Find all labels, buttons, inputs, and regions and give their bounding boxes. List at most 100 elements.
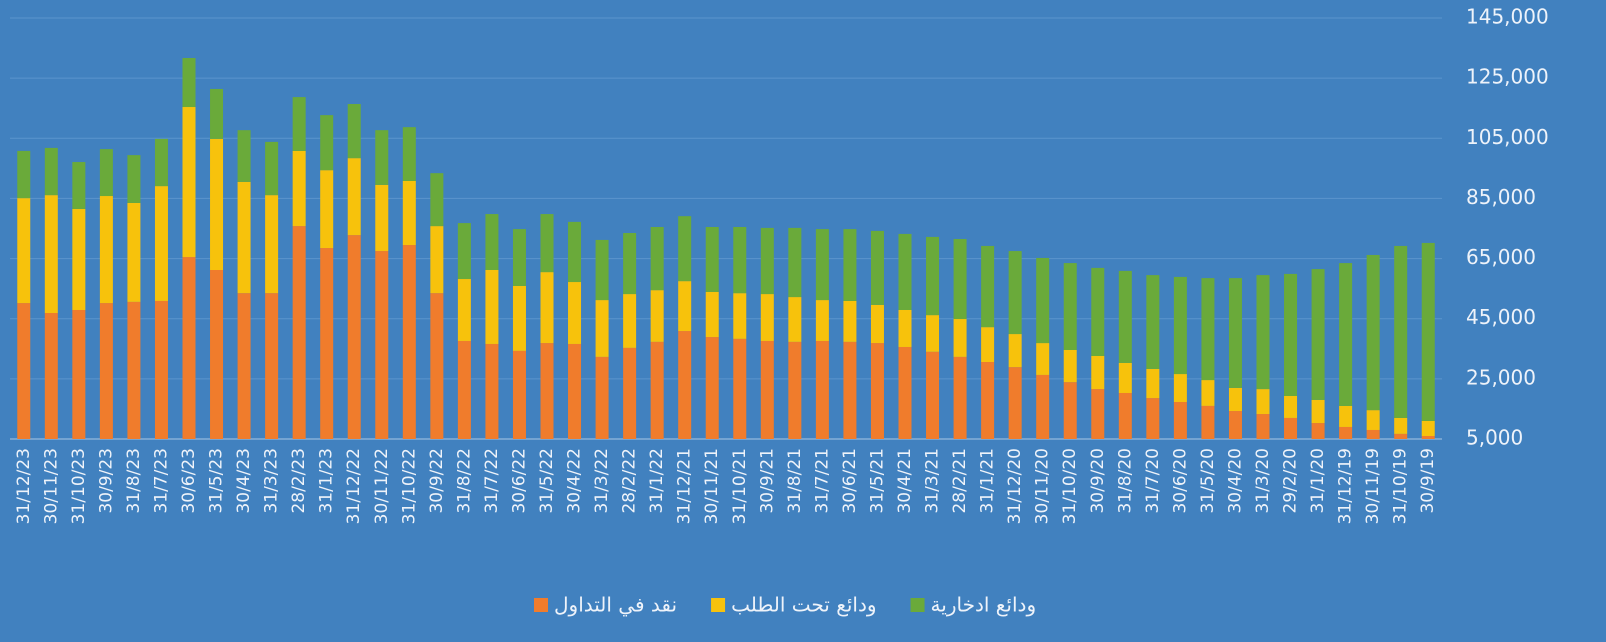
- y-tick-label: 65,000: [1466, 245, 1536, 269]
- bar-segment: [1201, 278, 1215, 381]
- bar-segment: [127, 155, 141, 203]
- bar-segment: [347, 158, 361, 236]
- bar-segment: [1146, 398, 1160, 439]
- bar-segment: [650, 341, 664, 439]
- bar-segment: [568, 343, 582, 439]
- legend-swatch: [910, 598, 925, 612]
- bar-segment: [623, 294, 637, 348]
- legend-swatch: [534, 598, 548, 612]
- x-tick-label: 31/5/22: [537, 448, 557, 514]
- bar-segment: [898, 233, 912, 310]
- bar-segment: [595, 300, 609, 357]
- x-tick-label: 31/12/21: [675, 448, 695, 524]
- bar-segment: [292, 226, 306, 439]
- bar-segment: [1091, 389, 1105, 439]
- y-tick-label: 45,000: [1466, 305, 1536, 329]
- bar-segment: [457, 279, 471, 341]
- bar-segment: [1421, 420, 1435, 436]
- bar-segment: [44, 195, 58, 314]
- bar-segment: [1036, 374, 1050, 439]
- bar-segment: [870, 304, 884, 344]
- bar-segment: [237, 181, 251, 294]
- bar-segment: [623, 233, 637, 295]
- bar-segment: [485, 214, 499, 270]
- x-tick-label: 31/3/21: [923, 448, 943, 514]
- bar-segment: [981, 327, 995, 363]
- bar-segment: [17, 198, 31, 304]
- bar-segment: [182, 57, 196, 108]
- bar-segment: [347, 235, 361, 439]
- bar-segment: [1063, 349, 1077, 383]
- bar-segment: [44, 313, 58, 439]
- bar-segment: [981, 362, 995, 439]
- bar-segment: [760, 340, 774, 439]
- bar-segment: [815, 300, 829, 341]
- bar-segment: [457, 340, 471, 439]
- bar-segment: [182, 107, 196, 258]
- x-tick-label: 30/9/20: [1088, 448, 1108, 514]
- x-tick-label: 31/10/20: [1060, 448, 1080, 524]
- bar-segment: [512, 285, 526, 351]
- bar-segment: [870, 230, 884, 305]
- bar-segment: [926, 315, 940, 352]
- bar-segment: [210, 88, 224, 139]
- bar-segment: [457, 223, 471, 280]
- bar-segment: [182, 257, 196, 439]
- bar-segment: [1146, 275, 1160, 369]
- bar-segment: [1256, 414, 1270, 439]
- bar-segment: [1284, 395, 1298, 418]
- legend-swatch: [711, 598, 726, 612]
- bar-segment: [843, 300, 857, 342]
- bar-segment: [1008, 334, 1022, 368]
- bar-segment: [44, 147, 58, 196]
- bar-segment: [430, 173, 444, 227]
- x-tick-label: 31/12/22: [344, 448, 364, 524]
- bar-segment: [1201, 380, 1215, 406]
- x-tick-label: 31/12/23: [14, 448, 34, 524]
- bar-segment: [926, 236, 940, 316]
- bar-segment: [1366, 410, 1380, 430]
- bar-segment: [1394, 417, 1408, 434]
- x-tick-label: 31/12/19: [1336, 448, 1356, 524]
- bar-segment: [788, 297, 802, 342]
- bar-segment: [1284, 417, 1298, 439]
- bar-segment: [1008, 251, 1022, 335]
- bar-segment: [1339, 426, 1353, 439]
- bar-segment: [595, 239, 609, 301]
- bar-segment: [705, 291, 719, 338]
- bar-segment: [705, 226, 719, 292]
- bar-segment: [154, 138, 168, 187]
- x-tick-label: 31/3/22: [592, 448, 612, 514]
- bar-segment: [788, 341, 802, 439]
- bar-segment: [1063, 263, 1077, 350]
- x-tick-label: 31/8/22: [454, 448, 474, 514]
- x-tick-label: 31/10/23: [69, 448, 89, 524]
- bar-segment: [1091, 267, 1105, 357]
- bar-segment: [898, 309, 912, 347]
- bar-segment: [870, 343, 884, 439]
- x-tick-label: 30/6/21: [840, 448, 860, 514]
- bar-segment: [650, 290, 664, 342]
- bar-segment: [568, 221, 582, 283]
- bar-segment: [485, 343, 499, 439]
- bar-segment: [1173, 402, 1187, 439]
- legend-label: ودائع تحت الطلب: [731, 593, 876, 617]
- bar-segment: [953, 319, 967, 357]
- bar-segment: [650, 226, 664, 291]
- x-tick-label: 31/8/23: [124, 448, 144, 514]
- bar-segment: [1394, 245, 1408, 418]
- bar-segment: [540, 343, 554, 439]
- bar-segment: [1256, 275, 1270, 390]
- bar-segment: [733, 293, 747, 339]
- bar-segment: [1036, 343, 1050, 375]
- bar-segment: [788, 227, 802, 298]
- x-tick-label: 30/9/21: [757, 448, 777, 514]
- bar-segment: [760, 294, 774, 341]
- bar-segment: [705, 337, 719, 439]
- bar-segment: [568, 282, 582, 344]
- bar-segment: [815, 229, 829, 301]
- x-tick-label: 30/9/22: [427, 448, 447, 514]
- bar-segment: [815, 340, 829, 439]
- bar-segment: [430, 293, 444, 439]
